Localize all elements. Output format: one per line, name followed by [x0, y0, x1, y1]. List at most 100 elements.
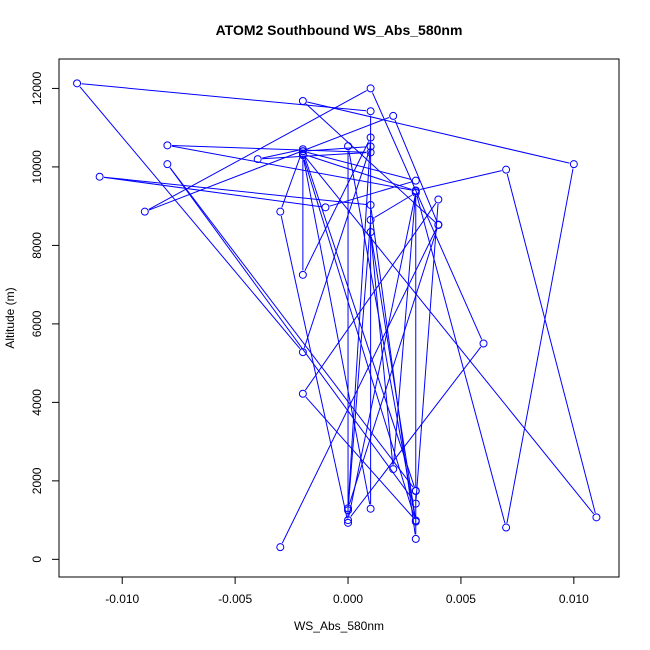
x-axis: -0.010 -0.005 0.000 0.005 0.010 [105, 577, 589, 606]
series-segment [305, 396, 414, 518]
series-segment [307, 101, 570, 164]
plot-frame [58, 58, 620, 578]
data-point [366, 107, 375, 116]
data-point [411, 499, 420, 508]
data-point [366, 133, 375, 142]
data-point [366, 148, 375, 157]
data-point [366, 215, 375, 224]
series-segment [506, 168, 574, 524]
series-segment [348, 197, 416, 516]
series-segment [416, 195, 506, 524]
data-point [163, 141, 172, 150]
series-segment [371, 92, 483, 340]
series-segment [79, 86, 301, 350]
series-segment [306, 154, 412, 190]
y-tick-label: 4000 [30, 389, 44, 416]
data-point [321, 203, 330, 212]
y-tick-label: 6000 [30, 310, 44, 337]
series-segment [506, 173, 596, 514]
series-segment [303, 155, 415, 487]
series-segment [420, 170, 502, 190]
data-point [253, 155, 262, 164]
data-point [298, 96, 307, 105]
y-tick-label: 8000 [30, 232, 44, 259]
series-segment [305, 157, 594, 515]
series-segment [169, 167, 414, 501]
y-tick-label: 0 [30, 556, 44, 563]
y-axis-label: Altitude (m) [3, 287, 17, 348]
data-point [411, 534, 420, 543]
series-segment [104, 176, 322, 208]
series-segment [347, 224, 371, 506]
data-point [344, 518, 353, 527]
data-point [73, 79, 82, 88]
series-segment [394, 119, 438, 222]
series-segment [393, 194, 416, 465]
series-segment [304, 141, 370, 272]
series-segment [281, 228, 437, 544]
chart-title: ATOM2 Southbound WS_Abs_580nm [216, 22, 463, 38]
x-axis-label: WS_Abs_580nm [294, 619, 384, 633]
data-point [298, 389, 307, 398]
data-point [298, 270, 307, 279]
series-segment [171, 144, 367, 153]
data-point [592, 513, 601, 522]
data-point [389, 465, 398, 474]
data-point [569, 160, 578, 169]
data-point [411, 517, 420, 526]
series-segment [347, 141, 371, 504]
data-point [276, 207, 285, 216]
series-segment [148, 90, 367, 210]
y-axis: 0 2000 4000 6000 8000 10000 12000 [30, 71, 59, 563]
series-segment [280, 215, 348, 519]
data-point [366, 142, 375, 151]
data-point [479, 339, 488, 348]
x-tick-label: 0.005 [446, 592, 476, 606]
data-point [276, 543, 285, 552]
series-segment [307, 151, 412, 181]
series-segment [415, 203, 439, 500]
data-point [434, 220, 443, 229]
y-tick-label: 12000 [30, 71, 44, 105]
data-point [502, 165, 511, 174]
data-point [411, 188, 420, 197]
x-tick-label: -0.005 [218, 592, 252, 606]
data-point [95, 172, 104, 181]
series-segment [303, 150, 370, 349]
series-segment [262, 152, 367, 160]
series-segment [148, 117, 390, 211]
data-point [344, 142, 353, 151]
x-tick-label: 0.000 [333, 592, 363, 606]
data-point [140, 207, 149, 216]
series-lines [79, 83, 596, 544]
series-segment [169, 167, 414, 488]
series-points [73, 79, 601, 552]
data-point [298, 151, 307, 160]
data-point [502, 523, 511, 532]
series-segment [370, 209, 416, 535]
series-segment [171, 145, 412, 191]
data-point [298, 348, 307, 357]
data-point [366, 84, 375, 93]
series-segment [374, 194, 413, 219]
x-tick-label: 0.010 [559, 592, 589, 606]
data-point [298, 145, 307, 154]
data-point [389, 111, 398, 120]
data-point [163, 160, 172, 169]
data-point [366, 228, 375, 237]
series-segment [262, 149, 299, 159]
data-point [298, 147, 307, 156]
y-tick-label: 2000 [30, 467, 44, 494]
data-point [344, 504, 353, 513]
series-segment [303, 159, 371, 505]
series-segment [350, 346, 482, 517]
series-segment [370, 236, 394, 465]
series-segment [104, 176, 367, 206]
series-segment [307, 146, 367, 152]
data-point [434, 195, 443, 204]
data-point [366, 200, 375, 209]
x-tick-label: -0.010 [105, 592, 139, 606]
series-segment [281, 153, 302, 208]
data-point [344, 516, 353, 525]
